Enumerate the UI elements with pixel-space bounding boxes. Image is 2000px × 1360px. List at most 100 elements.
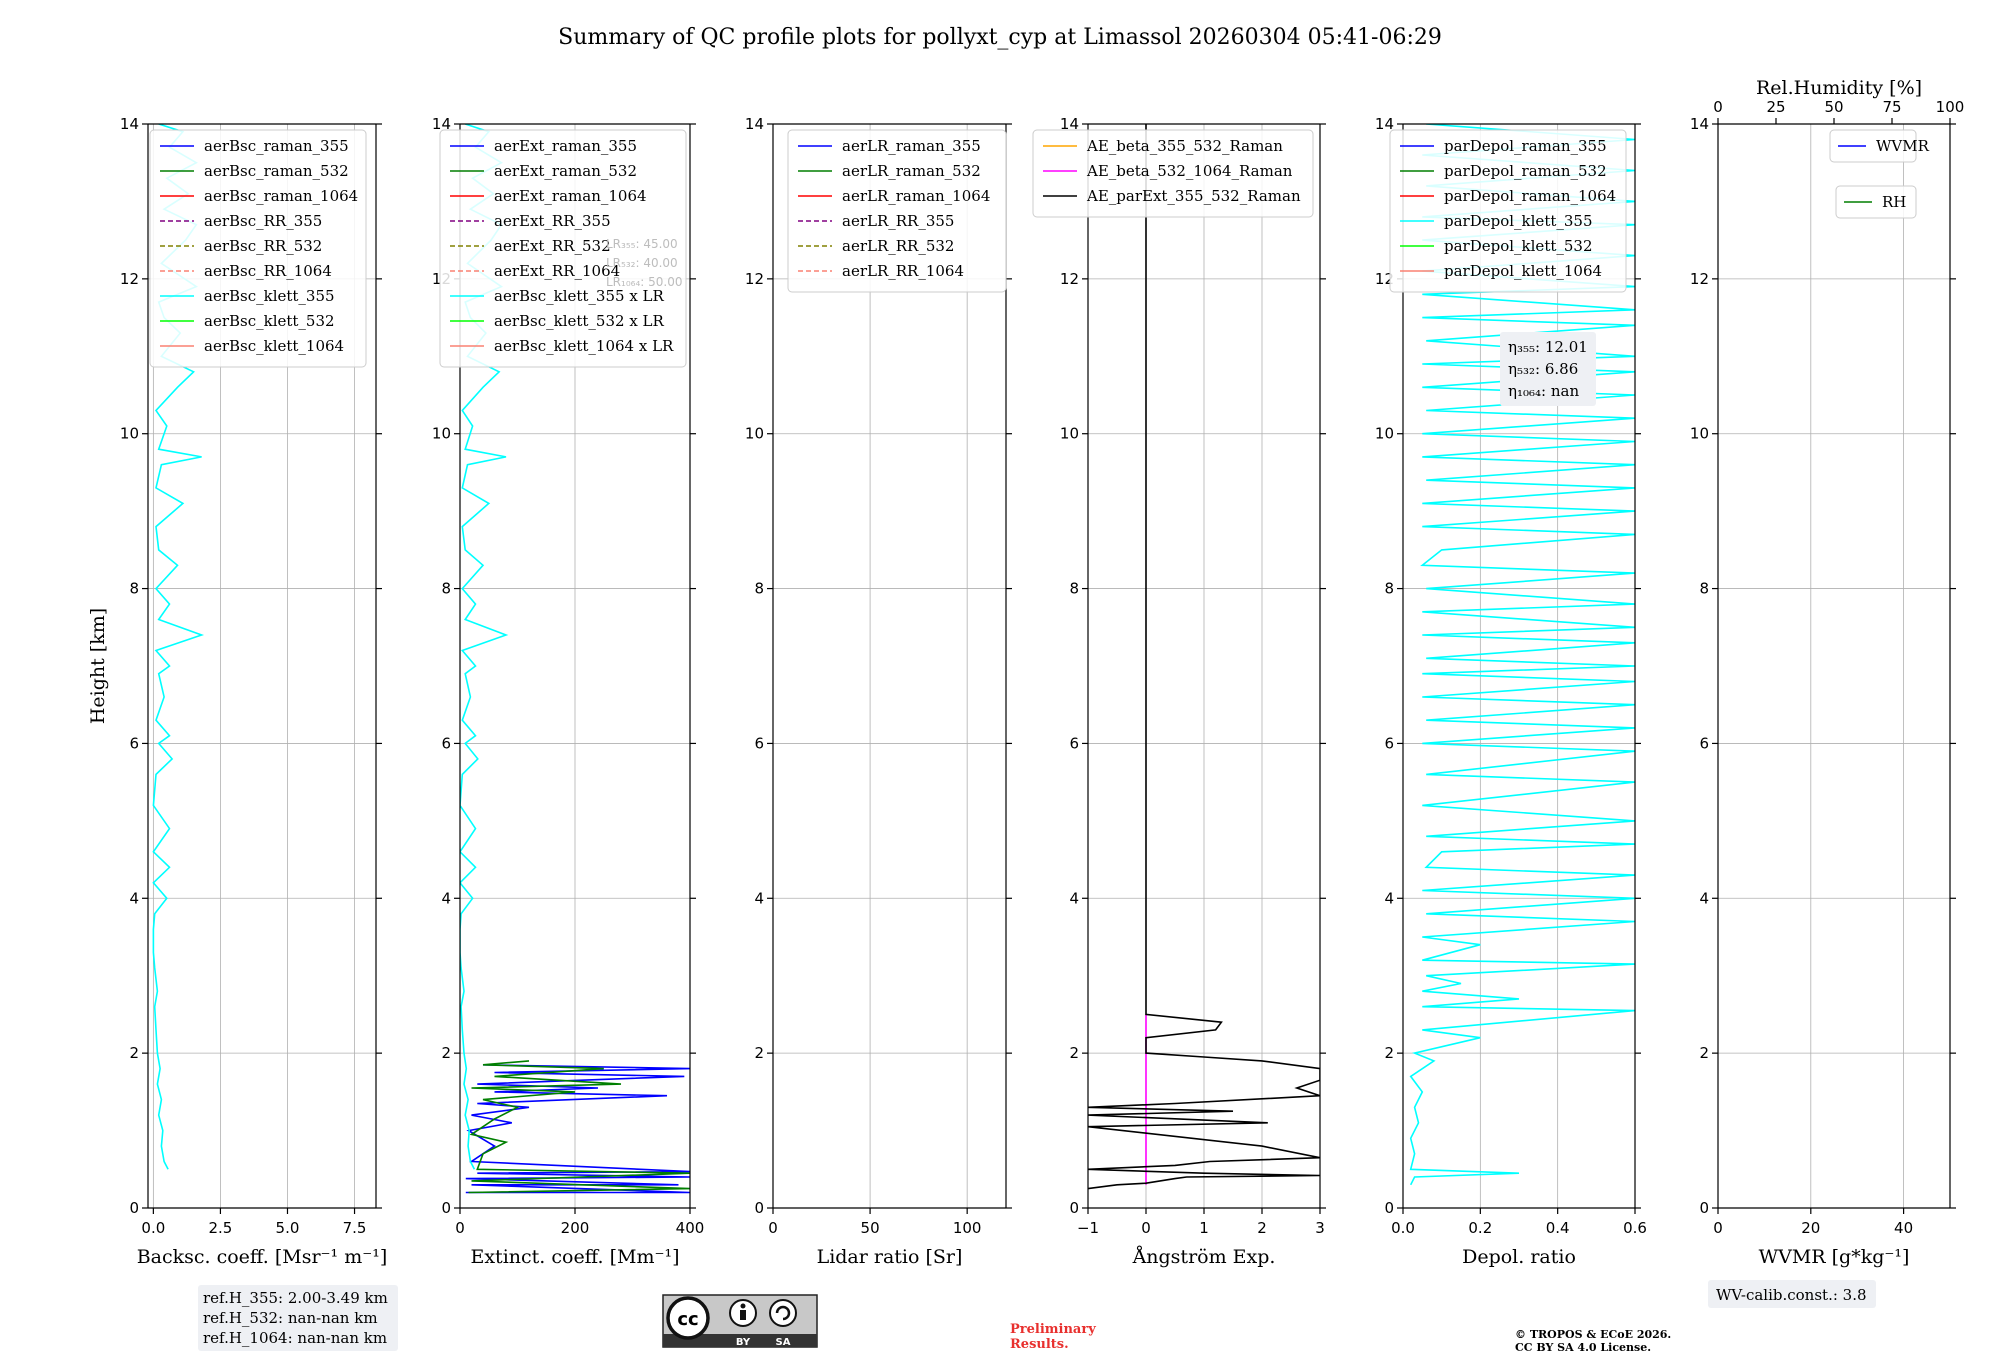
legend-frame xyxy=(439,129,687,368)
x-axis-label: WVMR [g*kg⁻¹] xyxy=(1759,1246,1910,1268)
info-box-bg xyxy=(198,1285,398,1351)
y-tick-label: 0 xyxy=(754,1199,764,1217)
x-tick-label: 400 xyxy=(676,1219,705,1237)
y-tick-label: 2 xyxy=(754,1044,764,1062)
legend-RH: RH xyxy=(1835,185,1917,219)
eta-value: η₁₀₆₄: nan xyxy=(1508,382,1579,400)
y-tick-label: 8 xyxy=(129,580,139,598)
legend-label: aerBsc_klett_355 xyxy=(204,287,335,305)
series-line-AE_parExt_355_532_Raman xyxy=(1088,124,1320,1190)
y-tick-label: 0 xyxy=(1699,1199,1709,1217)
x-tick-label: 2 xyxy=(1257,1219,1267,1237)
top-x-tick-label: 0 xyxy=(1713,98,1723,116)
y-tick-label: 12 xyxy=(120,270,139,288)
y-tick-label: 12 xyxy=(745,270,764,288)
y-tick-label: 14 xyxy=(1690,115,1709,133)
legend-frame xyxy=(149,129,367,368)
y-tick-label: 14 xyxy=(1375,115,1394,133)
legend-label: aerLR_RR_1064 xyxy=(842,262,964,280)
y-tick-label: 14 xyxy=(745,115,764,133)
x-tick-label: 0 xyxy=(1141,1219,1151,1237)
y-axis-label: Height [km] xyxy=(87,608,109,724)
y-tick-label: 6 xyxy=(1384,734,1394,752)
legend-label: RH xyxy=(1882,193,1906,211)
y-tick-label: 0 xyxy=(1384,1199,1394,1217)
info-box: WV-calib.const.: 3.8 xyxy=(1708,1280,1876,1308)
legend-label: parDepol_klett_532 xyxy=(1444,237,1593,255)
top-x-axis-label: Rel.Humidity [%] xyxy=(1756,77,1922,99)
share-alike-arrow xyxy=(775,1305,791,1321)
copyright-line-1: © TROPOS & ECoE 2026. xyxy=(1515,1328,1671,1341)
y-tick-label: 4 xyxy=(1699,889,1709,907)
legend: AE_beta_355_532_Raman AE_beta_532_1064_Ra… xyxy=(1032,129,1314,218)
eta-value: η₅₃₂: 6.86 xyxy=(1508,360,1578,378)
legend-label: parDepol_raman_532 xyxy=(1444,162,1607,180)
y-tick-label: 8 xyxy=(1069,580,1079,598)
x-axis-label: Backsc. coeff. [Msr⁻¹ m⁻¹] xyxy=(137,1246,388,1268)
y-tick-label: 2 xyxy=(1069,1044,1079,1062)
wv-calibration-constant: WV-calib.const.: 3.8 xyxy=(1716,1286,1867,1304)
y-tick-label: 8 xyxy=(1699,580,1709,598)
legend-frame xyxy=(1835,185,1917,219)
y-tick-label: 12 xyxy=(1375,270,1394,288)
y-tick-label: 2 xyxy=(441,1044,451,1062)
cc-license-badge: cc BY SA xyxy=(662,1294,818,1348)
legend-label: aerBsc_RR_355 xyxy=(204,212,322,230)
y-tick-label: 4 xyxy=(129,889,139,907)
legend-frame xyxy=(1032,129,1314,218)
y-tick-label: 10 xyxy=(1060,425,1079,443)
legend-label: aerExt_RR_1064 xyxy=(494,262,620,280)
legend-label: aerLR_raman_355 xyxy=(842,137,981,155)
attribution-icon-body xyxy=(740,1310,746,1320)
y-tick-label: 8 xyxy=(1384,580,1394,598)
y-tick-label: 6 xyxy=(1699,734,1709,752)
y-tick-label: 0 xyxy=(1069,1199,1079,1217)
legend-frame xyxy=(787,129,1007,293)
badge-sa-text: SA xyxy=(776,1337,791,1348)
x-axis-label: Extinct. coeff. [Mm⁻¹] xyxy=(470,1246,679,1268)
x-tick-label: 20 xyxy=(1801,1219,1820,1237)
legend-label: AE_beta_532_1064_Raman xyxy=(1086,162,1293,180)
x-tick-label: 50 xyxy=(861,1219,880,1237)
x-tick-label: 0.0 xyxy=(1391,1219,1415,1237)
legend-label: parDepol_klett_355 xyxy=(1444,212,1593,230)
y-tick-label: 2 xyxy=(1699,1044,1709,1062)
legend-label: parDepol_raman_355 xyxy=(1444,137,1607,155)
x-tick-label: 0.2 xyxy=(1468,1219,1492,1237)
x-tick-label: 7.5 xyxy=(343,1219,367,1237)
depol-calibration-box: η₃₅₅: 12.01 η₅₃₂: 6.86 η₁₀₆₄: nan xyxy=(1500,332,1596,406)
reference-height: ref.H_355: 2.00-3.49 km xyxy=(203,1289,388,1307)
legend-label: aerExt_raman_532 xyxy=(494,162,637,180)
panel-wv: 0 20 40 0 2 4 6 8 10 12 14 WVMR [g*kg⁻¹] 0 25 50 75 100 R… xyxy=(1690,77,1964,1308)
legend-label: aerLR_RR_355 xyxy=(842,212,954,230)
top-x-tick-label: 25 xyxy=(1766,98,1785,116)
legend-label: WVMR xyxy=(1876,137,1930,155)
y-tick-label: 14 xyxy=(120,115,139,133)
x-axis-label: Depol. ratio xyxy=(1462,1246,1576,1268)
y-tick-label: 10 xyxy=(432,425,451,443)
x-axis-label: Ångström Exp. xyxy=(1132,1246,1276,1268)
legend-label: AE_parExt_355_532_Raman xyxy=(1086,187,1301,205)
legend-label: aerLR_RR_532 xyxy=(842,237,954,255)
legend-WVMR: WVMR xyxy=(1829,129,1930,163)
y-tick-label: 0 xyxy=(129,1199,139,1217)
cc-icon xyxy=(666,1296,710,1340)
eta-box-bg xyxy=(1500,332,1596,406)
legend-label: aerLR_raman_532 xyxy=(842,162,981,180)
x-tick-label: 100 xyxy=(953,1219,982,1237)
share-alike-icon xyxy=(769,1299,797,1327)
y-tick-label: 10 xyxy=(120,425,139,443)
legend: aerExt_raman_355 aerExt_raman_532 aerExt_r… xyxy=(439,129,687,368)
legend-label: aerExt_raman_1064 xyxy=(494,187,647,205)
legend: aerLR_raman_355 aerLR_raman_532 aerLR_rama… xyxy=(787,129,1007,293)
legend-label: aerBsc_klett_1064 x LR xyxy=(494,337,674,355)
x-tick-label: 40 xyxy=(1894,1219,1913,1237)
preliminary-line-2: Results. xyxy=(1010,1337,1069,1352)
x-tick-label: 0 xyxy=(1713,1219,1723,1237)
series-line-aerExt_raman_532 xyxy=(468,1060,690,1194)
y-tick-label: 4 xyxy=(1384,889,1394,907)
x-tick-label: −1 xyxy=(1077,1219,1099,1237)
legend-frame xyxy=(1389,129,1627,293)
